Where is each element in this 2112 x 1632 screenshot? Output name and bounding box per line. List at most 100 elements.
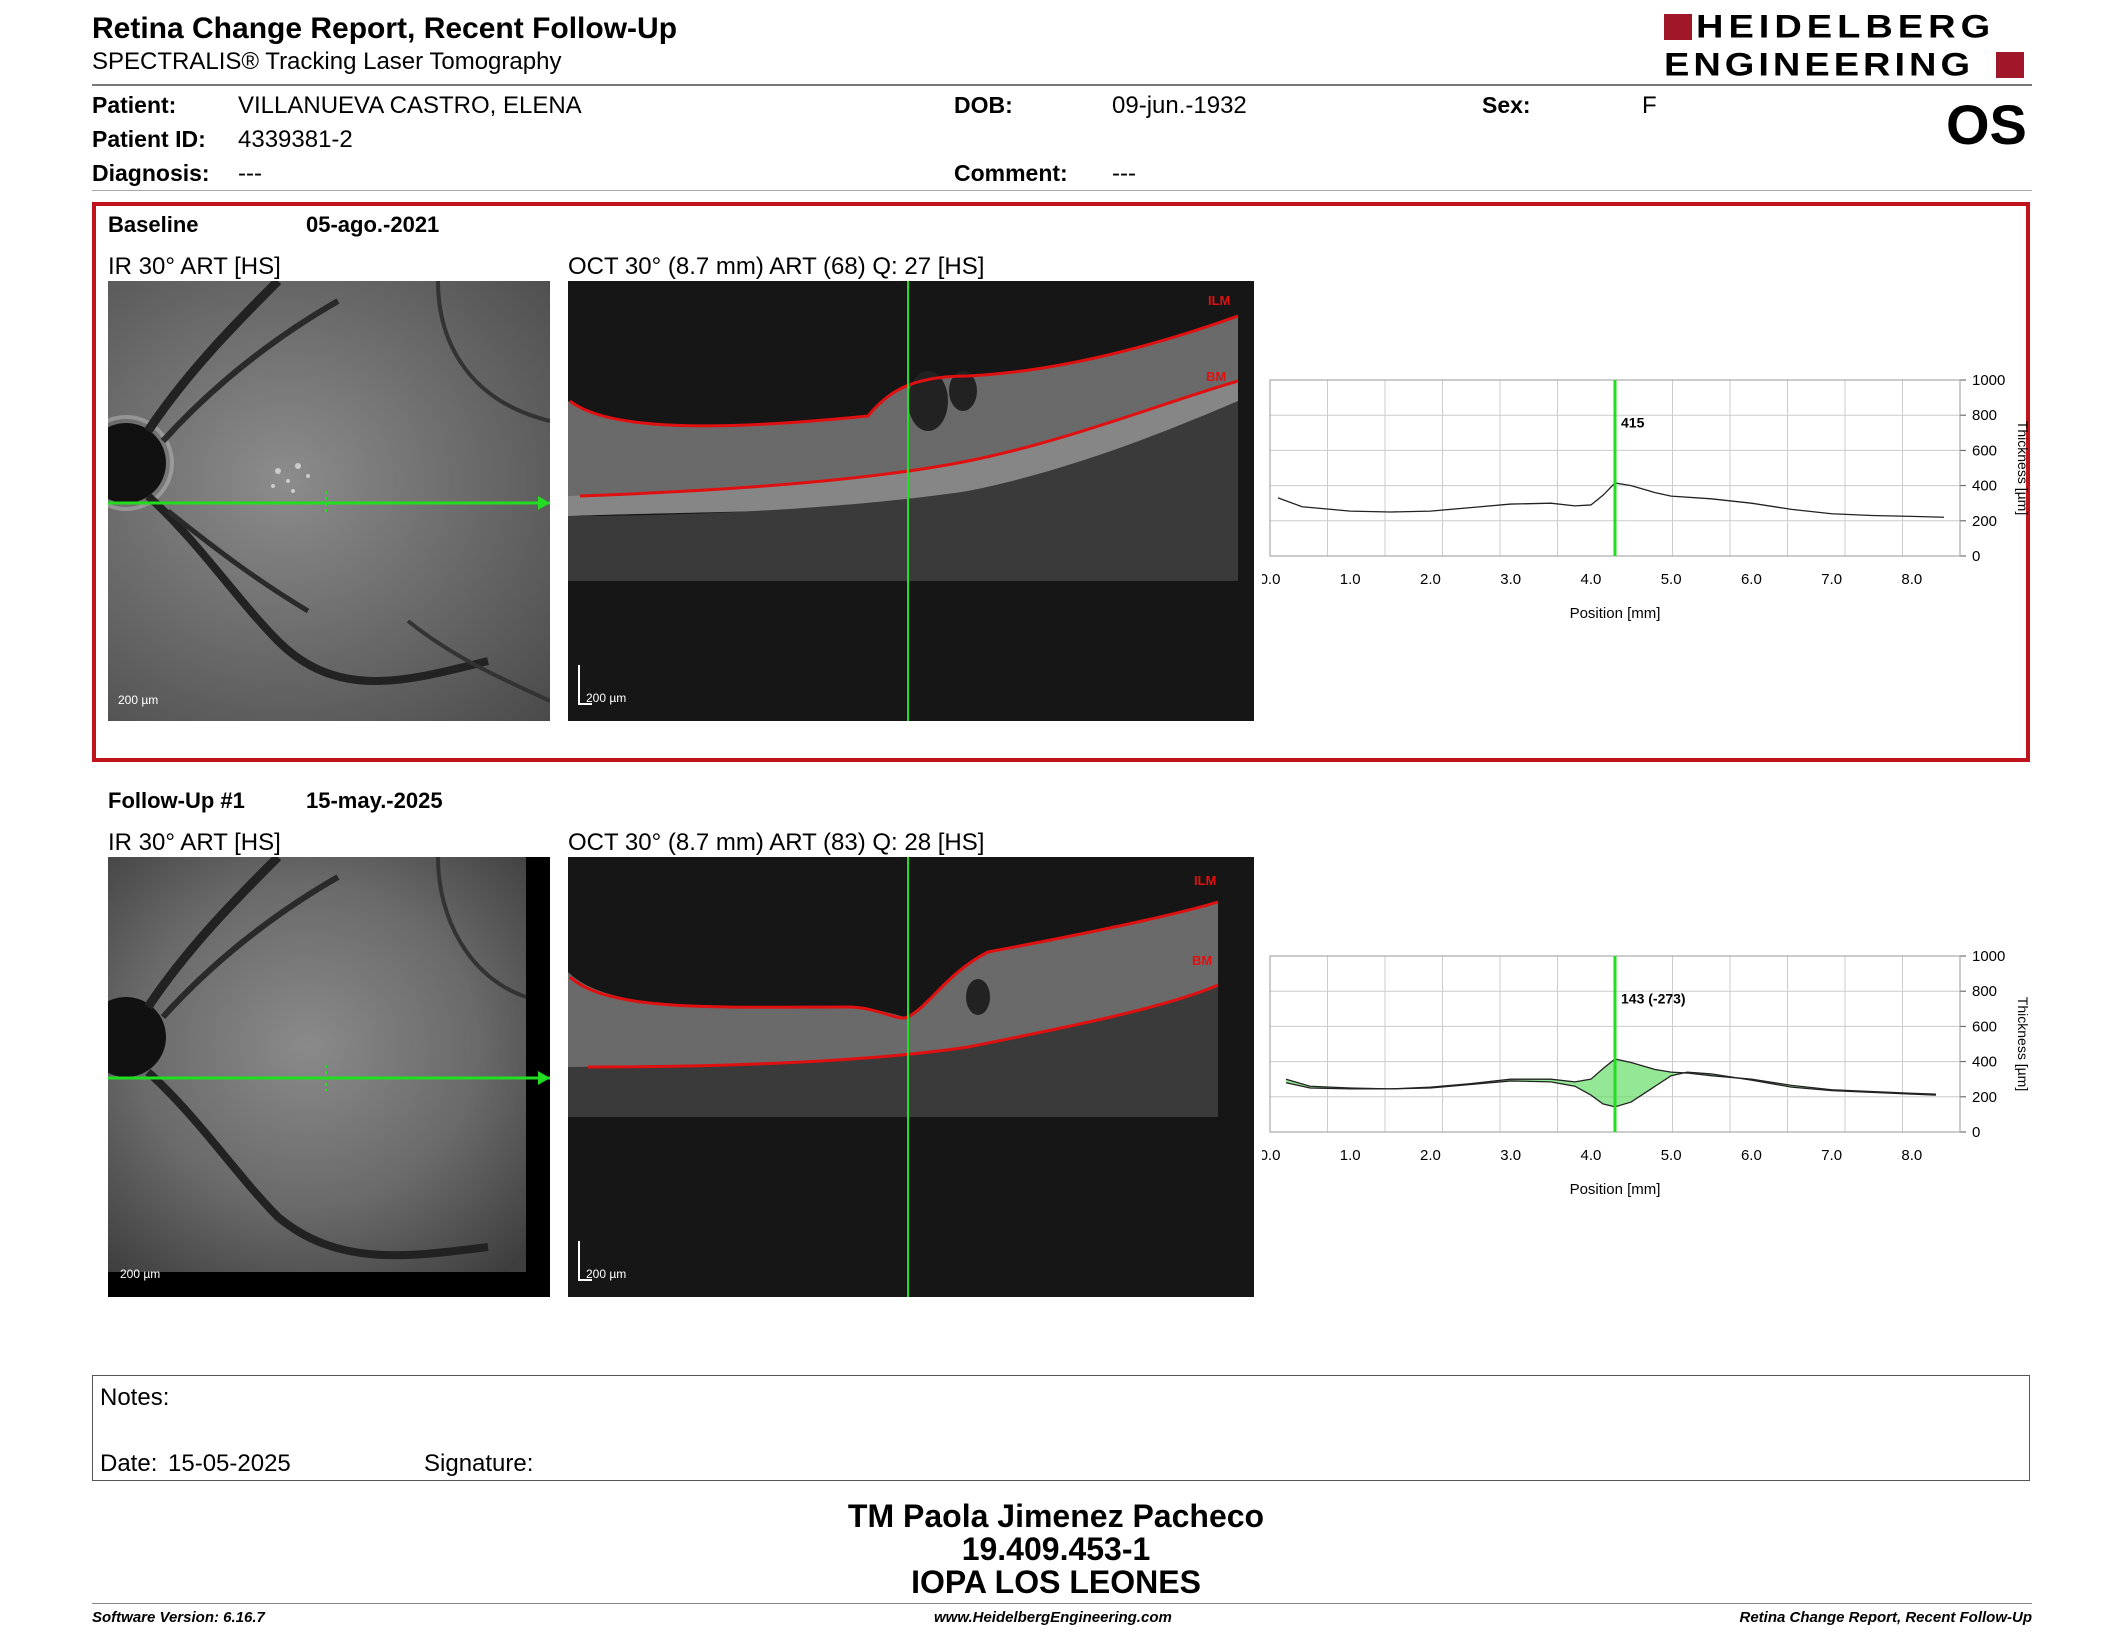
logo-square-top (1664, 14, 1692, 40)
followup-oct-scalebar (578, 1241, 580, 1281)
notes-date-value: 15-05-2025 (168, 1450, 291, 1477)
chart-ytick-label: 800 (1972, 407, 1997, 424)
baseline-thickness-chart: 0 200 400 600 800 1000 0.0 1.0 2.0 3.0 4.0 5.0 6.0 7.… (1260, 370, 2042, 630)
signer-place: IOPA LOS LEONES (911, 1564, 1201, 1600)
footer-report: Retina Change Report, Recent Follow-Up (1739, 1609, 2032, 1626)
baseline-oct-bscan (568, 281, 1254, 721)
baseline-oct-scale: 200 µm (586, 691, 627, 705)
chart-xtick-label: 4.0 (1581, 571, 1602, 588)
chart-xtick-label: 3.0 (1500, 571, 1521, 588)
chart-xtick-label: 6.0 (1741, 571, 1762, 588)
baseline-bm-label: BM (1206, 369, 1227, 384)
baseline-ir-image: 200 µm (108, 281, 550, 721)
chart-difference-area (1286, 1058, 1936, 1107)
patient-id: 4339381-2 (238, 126, 353, 153)
chart-ytick-label: 600 (1972, 442, 1997, 459)
chart-xtick-label: 2.0 (1420, 1147, 1441, 1164)
chart-xtick-label: 8.0 (1901, 1147, 1922, 1164)
chart-xtick-label: 2.0 (1420, 571, 1441, 588)
header-divider (92, 84, 2032, 86)
sex-label: Sex: (1482, 92, 1531, 118)
chart-xtick-label: 1.0 (1340, 1147, 1361, 1164)
chart-ytick-label: 400 (1972, 478, 1997, 495)
chart-ytick-label: 200 (1972, 1089, 1997, 1106)
followup-oct-bscan (568, 857, 1254, 1297)
baseline-fundus-vessels (108, 281, 550, 703)
followup-ir-title: IR 30° ART [HS] (108, 829, 281, 856)
dob-value: 09-jun.-1932 (1112, 92, 1247, 119)
chart-xtick-label: 7.0 (1821, 571, 1842, 588)
followup-bm-label: BM (1192, 953, 1213, 968)
chart-xlabel: Position [mm] (1570, 1181, 1661, 1198)
footer-software: Software Version: 6.16.7 (92, 1609, 265, 1626)
chart-xtick-label: 5.0 (1661, 571, 1682, 588)
patient-name: VILLANUEVA CASTRO, ELENA (238, 92, 582, 119)
followup-ilm-label: ILM (1194, 873, 1217, 888)
signer-name: TM Paola Jimenez Pacheco (847, 1498, 1265, 1534)
signature-label: Signature: (424, 1450, 534, 1477)
followup-ir-image: 200 µm (108, 857, 550, 1297)
chart-xtick-label: 3.0 (1500, 1147, 1521, 1164)
chart-xlabel: Position [mm] (1570, 605, 1661, 622)
sex-value: F (1642, 92, 1657, 119)
diagnosis-label: Diagnosis: (92, 160, 210, 186)
brand-line1: HEIDELBERG (1696, 9, 1996, 45)
chart-ytick-label: 200 (1972, 513, 1997, 530)
chart-cursor-label: 415 (1621, 415, 1645, 431)
baseline-label: Baseline (108, 212, 199, 237)
chart-xtick-label: 0.0 (1262, 571, 1280, 588)
followup-date: 15-may.-2025 (306, 788, 443, 813)
brand-line2: ENGINEERING (1664, 47, 1975, 83)
chart-ytick-label: 1000 (1972, 948, 2005, 965)
eye-indicator: OS (1946, 93, 2027, 156)
dob-label: DOB: (954, 92, 1013, 118)
chart-xtick-label: 5.0 (1661, 1147, 1682, 1164)
chart-ylabel: Thickness [µm] (2015, 997, 2031, 1091)
report-title: Retina Change Report, Recent Follow-Up (92, 12, 678, 45)
chart-series-line-0 (1277, 482, 1944, 518)
baseline-ir-scale: 200 µm (118, 693, 159, 707)
report-subtitle: SPECTRALIS® Tracking Laser Tomography (92, 48, 562, 75)
followup-label: Follow-Up #1 (108, 788, 245, 813)
chart-xtick-label: 4.0 (1581, 1147, 1602, 1164)
baseline-section (92, 202, 2030, 762)
chart-ytick-label: 600 (1972, 1018, 1997, 1035)
chart-xtick-label: 8.0 (1901, 571, 1922, 588)
baseline-oct-title: OCT 30° (8.7 mm) ART (68) Q: 27 [HS] (568, 253, 985, 280)
notes-date-label: Date: (100, 1450, 158, 1477)
followup-oct-image: ILM BM 200 µm (568, 857, 1254, 1297)
patient-id-label: Patient ID: (92, 126, 206, 152)
signer-rut: 19.409.453-1 (961, 1531, 1151, 1567)
chart-ytick-label: 1000 (1972, 372, 2005, 389)
chart-xtick-label: 0.0 (1262, 1147, 1280, 1164)
notes-label: Notes: (100, 1384, 170, 1411)
chart-ytick-label: 400 (1972, 1054, 1997, 1071)
baseline-oct-image: ILM BM 200 µm (568, 281, 1254, 721)
chart-ytick-label: 0 (1972, 548, 1980, 565)
followup-oct-scale: 200 µm (586, 1267, 627, 1281)
baseline-ilm-label: ILM (1208, 293, 1231, 308)
chart-xtick-label: 7.0 (1821, 1147, 1842, 1164)
footer-divider (92, 1603, 2032, 1604)
followup-oct-title: OCT 30° (8.7 mm) ART (83) Q: 28 [HS] (568, 829, 985, 856)
chart-cursor-label: 143 (-273) (1621, 991, 1686, 1007)
footer-url[interactable]: www.HeidelbergEngineering.com (934, 1609, 1172, 1626)
patient-divider (92, 190, 2032, 191)
comment-value: --- (1112, 160, 1136, 187)
logo-square-bottom (1996, 52, 2024, 78)
chart-ytick-label: 800 (1972, 983, 1997, 1000)
brand-logo: HEIDELBERG ENGINEERING (1664, 9, 2024, 83)
baseline-date: 05-ago.-2021 (306, 212, 440, 237)
chart-ytick-label: 0 (1972, 1124, 1980, 1141)
patient-label: Patient: (92, 92, 177, 118)
followup-ir-scale: 200 µm (120, 1267, 161, 1281)
followup-fundus-vessels (108, 857, 550, 1297)
baseline-oct-scalebar (578, 665, 580, 705)
chart-xtick-label: 6.0 (1741, 1147, 1762, 1164)
chart-ylabel: Thickness [µm] (2015, 421, 2031, 515)
diagnosis-value: --- (238, 160, 262, 187)
comment-label: Comment: (954, 160, 1068, 186)
baseline-ir-title: IR 30° ART [HS] (108, 253, 281, 280)
chart-xtick-label: 1.0 (1340, 571, 1361, 588)
followup-thickness-chart: 0 200 400 600 800 1000 0.0 1.0 2.0 3.0 4.0 5.0 6.0 7.… (1260, 946, 2042, 1206)
